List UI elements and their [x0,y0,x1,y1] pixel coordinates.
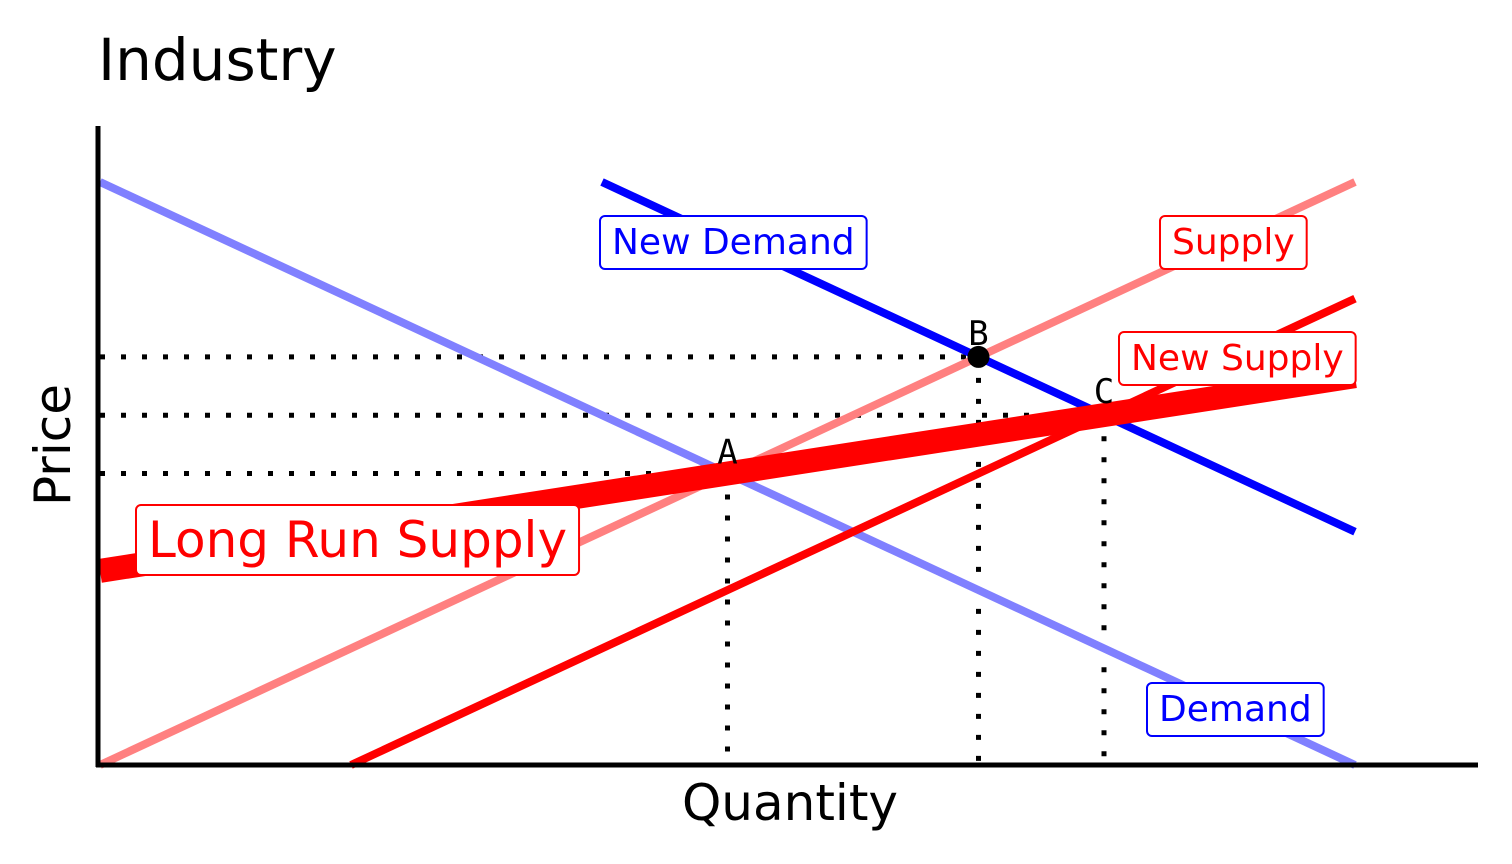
axes [95,126,1478,768]
long-run-supply-label-text: Long Run Supply [148,511,567,569]
new-demand-label-text: New Demand [612,222,855,263]
supply-label-text: Supply [1172,222,1295,263]
new-demand-label-box [599,215,868,270]
supply-label-box [1159,215,1308,270]
point-c-label: C [1094,372,1114,412]
new-supply-label: New Supply [1118,331,1357,386]
curve-labels: Demand New Demand Supply New Supply Long Run… [135,215,1357,737]
x-axis-title: Quantity [682,774,898,832]
reference-lines [100,354,1107,765]
new-supply-label-box [1118,331,1357,386]
equilibrium-points: A B C [717,314,1114,473]
demand-label-box [1146,682,1325,737]
point-a-label: A [717,433,737,473]
demand-label-text: Demand [1159,689,1312,730]
point-b-label: B [968,314,988,354]
y-axis-title: Price [24,384,82,506]
demand-label: Demand [1146,682,1325,737]
chart-title: Industry [98,26,337,94]
supply-label: Supply [1159,215,1308,270]
long-run-supply-label-box [135,504,581,576]
point-b-marker [967,345,990,368]
new-demand-label: New Demand [599,215,868,270]
long-run-supply-label: Long Run Supply [135,504,581,576]
new-supply-label-text: New Supply [1131,338,1344,379]
